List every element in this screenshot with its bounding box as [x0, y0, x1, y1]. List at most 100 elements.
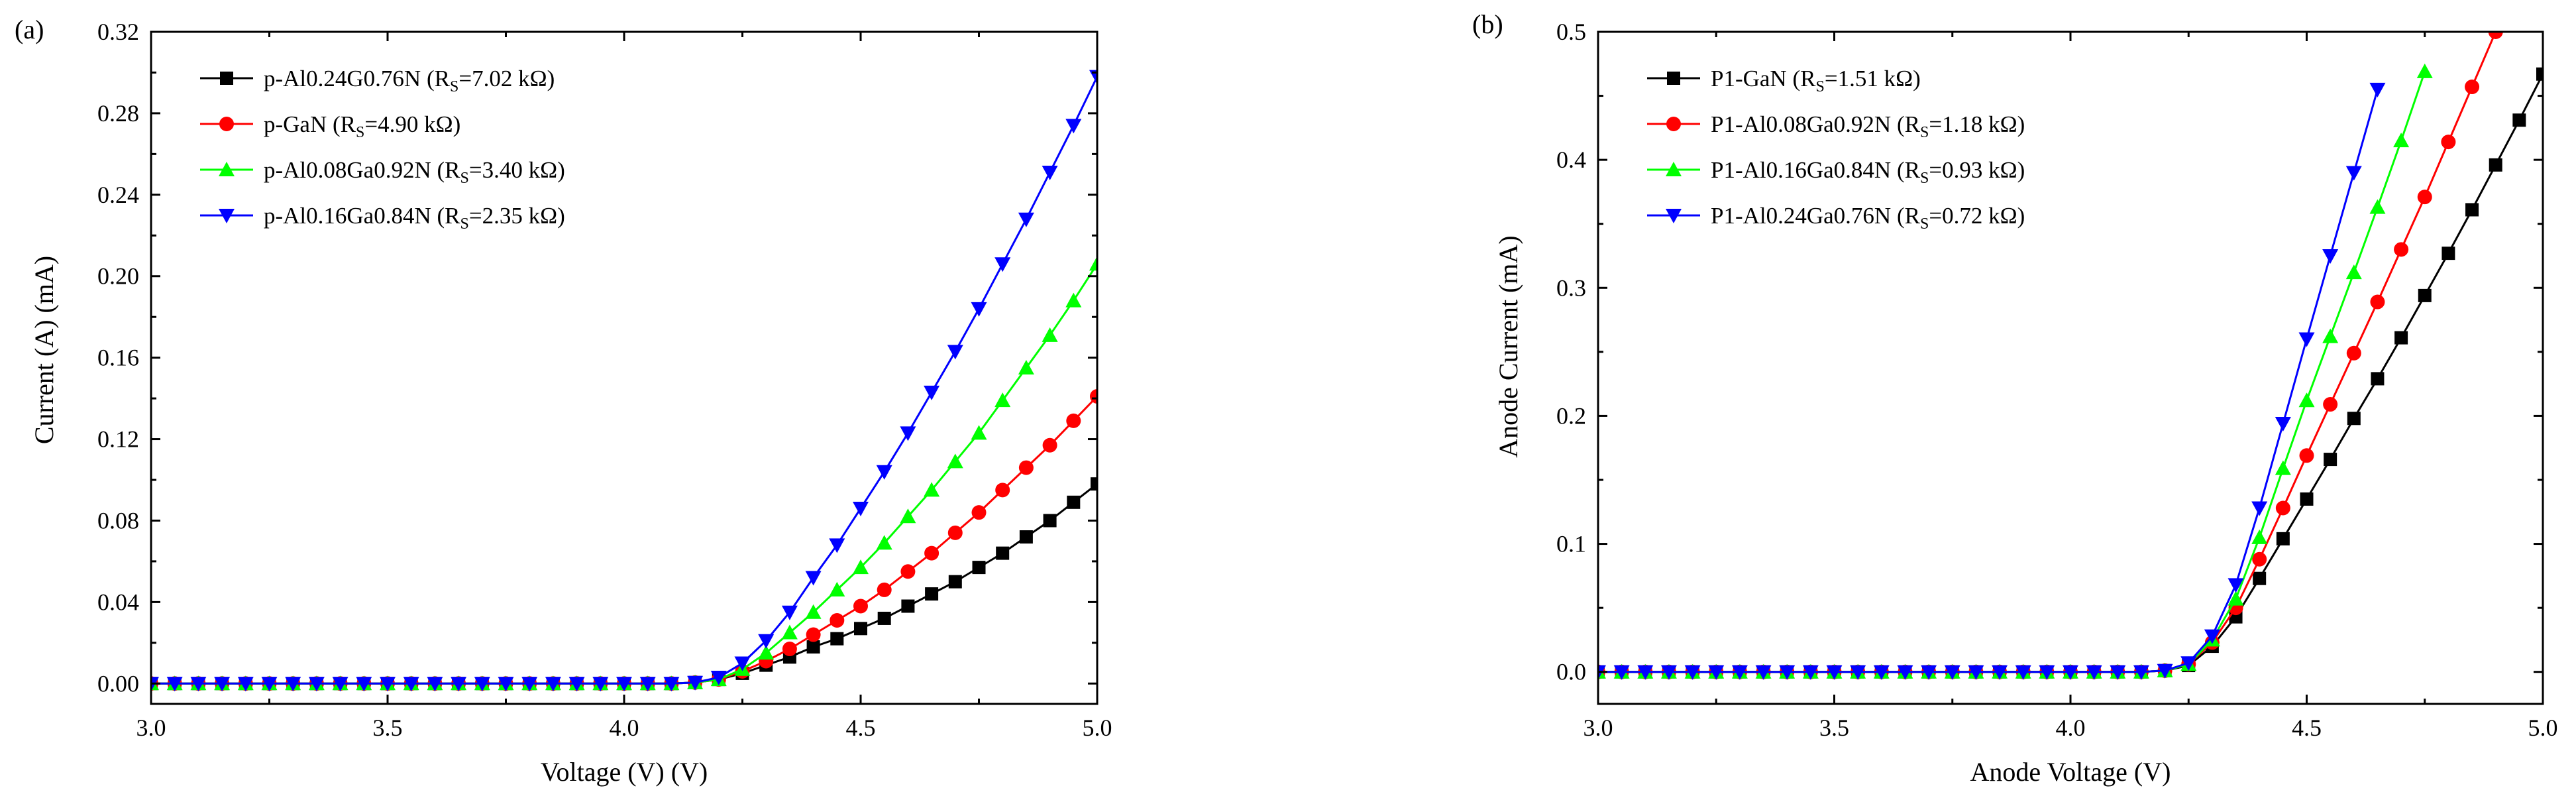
panel-b-legend-label-2: P1-Al0.08Ga0.92N (RS=1.18 kΩ)	[1711, 111, 2025, 141]
panel-a-series-1-point	[1043, 514, 1057, 528]
panel-b-x-tick-label: 4.5	[2292, 714, 2322, 741]
panel-a-x-tick-label: 3.5	[373, 714, 403, 741]
panel-a-series-1-point	[830, 632, 844, 646]
panel-b-series-4-point	[2227, 578, 2244, 593]
panel-b-series-4-point	[2039, 665, 2055, 680]
panel-b-series-4-point	[1850, 665, 1866, 680]
panel-b-series-4-point	[2345, 166, 2362, 181]
panel-a-series-4-point	[356, 677, 372, 692]
panel-a-series-2-point	[1090, 389, 1097, 404]
panel-b-x-axis-title: Anode Voltage (V)	[1970, 757, 2171, 787]
panel-b-series-4-point	[2110, 665, 2126, 680]
panel-a-series-2-point	[1018, 460, 1034, 475]
panel-b-series-4-point	[1779, 665, 1796, 680]
panel-a-legend-marker	[219, 209, 235, 223]
panel-b-series-4-point	[2369, 82, 2386, 97]
panel-a-series-4-point	[1065, 119, 1082, 134]
panel-a-series-3-point	[924, 482, 940, 497]
panel-b-x-tick-label: 3.0	[1583, 714, 1613, 741]
panel-a-y-tick-label: 0.04	[97, 589, 139, 615]
panel-a-x-tick-label: 3.0	[136, 714, 166, 741]
panel-b-series-2-point	[2465, 80, 2480, 95]
panel-a-series-1-point	[877, 611, 891, 625]
panel-a-series-4-point	[924, 385, 940, 400]
panel-a-series-4-point	[639, 677, 656, 692]
panel-a-series-1-point	[1067, 495, 1081, 509]
panel-a-series-4-point	[734, 656, 751, 671]
panel-a-series-4-point	[285, 677, 301, 692]
panel-b-series-4-point	[2275, 417, 2291, 432]
panel-b-series-4-point	[1660, 665, 1677, 680]
panel-b-y-tick-label: 0.4	[1556, 146, 1586, 173]
panel-a-series-2-point	[924, 545, 939, 561]
panel-a-series-4-point	[545, 677, 561, 692]
panel-b-series-2-point	[2394, 242, 2409, 257]
panel-a-series-1-point	[1019, 530, 1033, 544]
panel-a-series-1-point	[1091, 477, 1097, 491]
panel-a-series-4-point	[663, 677, 680, 692]
panel-a-series-3-point	[876, 535, 892, 550]
panel-b-series-4-point	[2063, 665, 2078, 680]
panel-a-series-2-point	[1042, 437, 1057, 453]
panel-b-series-3-point	[2416, 63, 2433, 78]
panel-a-y-tick-label: 0.20	[97, 263, 139, 290]
panel-b-series-3-point	[2227, 591, 2244, 606]
panel-a-x-tick-label: 5.0	[1083, 714, 1112, 741]
panel-a-series-3-point	[781, 624, 798, 640]
panel-a-series-1-point	[854, 622, 867, 636]
panel-a-series-2-point	[1066, 413, 1081, 428]
panel-a-y-tick-label: 0.12	[97, 426, 139, 453]
panel-b-series-2-point	[2323, 397, 2338, 412]
panel-a-series-2-point	[806, 627, 821, 642]
panel-a-series-4-point	[971, 302, 987, 317]
panel-a-series-3-point	[758, 645, 775, 660]
panel-a-series-2-point	[947, 525, 963, 540]
panel-a-series-4-point	[451, 677, 467, 692]
panel-a-legend: p-Al0.24G0.76N (RS=7.02 kΩ) p-GaN (RS=4.9…	[200, 66, 565, 233]
panel-b-series-4	[1598, 82, 2386, 680]
panel-a-series-4-point	[616, 677, 632, 692]
panel-a-series-4-point	[1018, 212, 1034, 227]
panel-a-series-3-point	[994, 392, 1011, 408]
panel-a-series-3-point	[1018, 360, 1034, 374]
panel-a-series-4-point	[474, 677, 490, 692]
panel-b-series-2-point	[2346, 345, 2361, 361]
panel-b-series-3-point	[2298, 392, 2315, 408]
panel-b-series-4-point	[2298, 332, 2315, 347]
panel-a-y-tick-label: 0.08	[97, 507, 139, 534]
panel-a-series-4-point	[498, 677, 514, 692]
panel-b-series-4-point	[2086, 665, 2102, 680]
panel-b-series-2-point	[2275, 500, 2290, 516]
panel-b-legend-label-4: P1-Al0.24Ga0.76N (RS=0.72 kΩ)	[1711, 203, 2025, 233]
panel-a-series-4-point	[994, 257, 1011, 272]
panel-b-y-tick-label: 0.5	[1556, 19, 1586, 45]
panel-b-series-3-point	[2345, 264, 2362, 280]
panel-b-series-3-point	[2251, 529, 2268, 544]
panel-b-y-tick-label: 0.3	[1556, 274, 1586, 301]
panel-a-series-4-point	[829, 538, 845, 553]
panel-b-series-3-point	[2393, 133, 2410, 148]
panel-b-legend-marker	[1666, 209, 1682, 223]
panel-b-series-4-point	[1684, 665, 1701, 680]
panel-b-series-4-point	[1802, 665, 1819, 680]
panel-a-label: (a)	[15, 15, 44, 44]
panel-a-series-4-point	[427, 677, 443, 692]
panel-a-legend-marker	[220, 72, 233, 85]
panel-a-series-2-point	[900, 564, 916, 579]
panel-b-x-tick-label: 3.5	[1819, 714, 1849, 741]
panel-b-series-1-point	[2536, 67, 2543, 81]
panel-b-legend-label-1: P1-GaN (RS=1.51 kΩ)	[1711, 66, 1921, 95]
panel-a-legend-label-3: p-Al0.08Ga0.92N (RS=3.40 kΩ)	[264, 157, 565, 187]
panel-b-legend-label-3: P1-Al0.16Ga0.84N (RS=0.93 kΩ)	[1711, 157, 2025, 187]
panel-a-series-3-point	[829, 581, 845, 597]
panel-a-series-2-point	[971, 505, 987, 520]
panel-b-series-3-point	[2322, 328, 2339, 343]
panel-a-x-axis-title: Voltage (V) (V)	[541, 757, 708, 787]
panel-a-y-tick-label: 0.00	[97, 670, 139, 697]
panel-a-series-4-point	[166, 677, 183, 692]
panel-a-series-4-point	[1089, 70, 1097, 85]
panel-b-plot-area: 3.0 3.5 4.0 4.5 5.0 0.0 0.1 0.2 0.3 0.4 0.5 P1-GaN …	[1556, 19, 2558, 741]
panel-b-series-4-point	[1613, 665, 1630, 680]
panel-b-y-tick-label: 0.2	[1556, 402, 1586, 429]
